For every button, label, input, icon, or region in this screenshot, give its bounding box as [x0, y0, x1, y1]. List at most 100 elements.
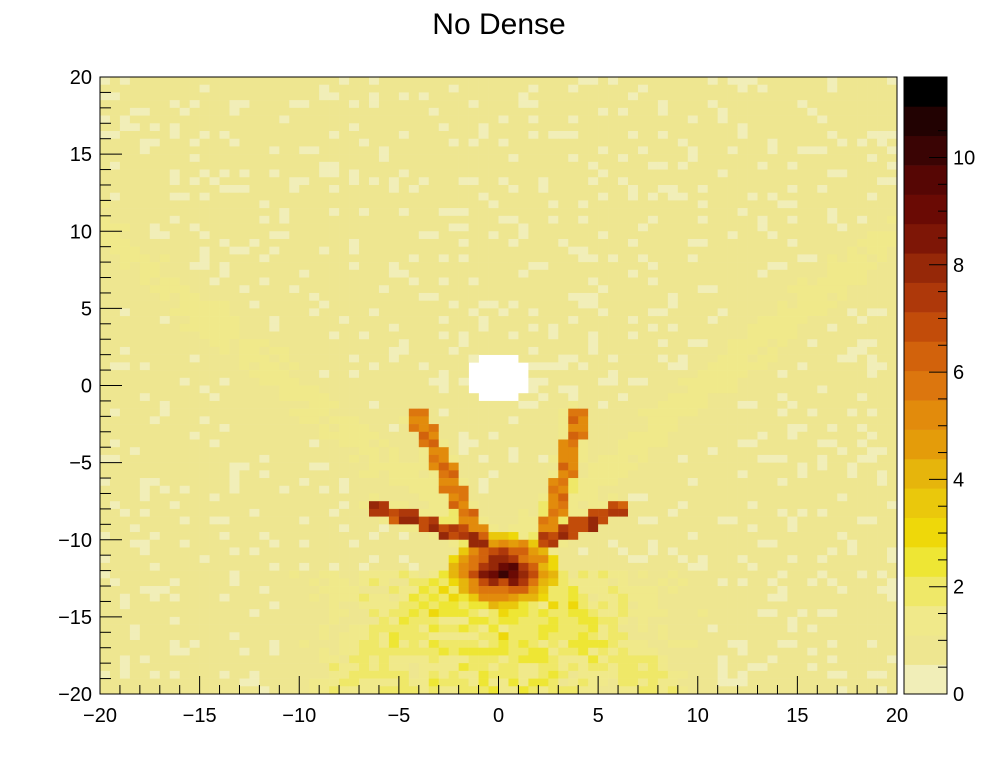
- heatmap-cell: [398, 323, 410, 332]
- heatmap-cell: [478, 238, 489, 247]
- heatmap-cell: [717, 169, 728, 178]
- heatmap-cell: [837, 77, 848, 86]
- heatmap-cell: [578, 501, 589, 510]
- heatmap-cell: [149, 377, 161, 386]
- heatmap-cell: [508, 508, 519, 517]
- heatmap-cell: [149, 192, 161, 201]
- heatmap-cell: [408, 539, 420, 548]
- heatmap-cell: [279, 223, 290, 232]
- heatmap-cell: [408, 316, 420, 325]
- heatmap-cell: [508, 439, 519, 448]
- heatmap-cell: [827, 354, 838, 363]
- heatmap-cell: [558, 100, 569, 109]
- heatmap-cell: [657, 470, 669, 479]
- heatmap-cell: [598, 130, 609, 139]
- heatmap-cell: [538, 370, 549, 379]
- heatmap-cell: [588, 277, 599, 286]
- heatmap-cell: [588, 431, 599, 440]
- heatmap-cell: [528, 454, 539, 463]
- heatmap-cell: [209, 346, 220, 355]
- heatmap-cell: [807, 385, 818, 394]
- heatmap-cell: [697, 377, 709, 386]
- heatmap-cell: [727, 285, 738, 294]
- heatmap-cell: [100, 123, 111, 132]
- heatmap-cell: [169, 92, 180, 101]
- heatmap-cell: [408, 547, 420, 556]
- heatmap-cell: [159, 262, 171, 271]
- heatmap-cell: [847, 454, 858, 463]
- heatmap-cell: [687, 547, 699, 556]
- heatmap-cell: [817, 339, 828, 348]
- heatmap-cell: [657, 346, 669, 355]
- heatmap-cell: [677, 331, 689, 340]
- heatmap-cell: [677, 262, 689, 271]
- heatmap-cell: [259, 84, 270, 93]
- heatmap-cell: [458, 107, 469, 116]
- heatmap-cell: [239, 501, 250, 510]
- heatmap-cell: [339, 478, 350, 487]
- heatmap-cell: [149, 215, 161, 224]
- heatmap-cell: [139, 408, 151, 417]
- heatmap-cell: [139, 316, 151, 325]
- heatmap-cell: [518, 223, 529, 232]
- heatmap-cell: [857, 362, 868, 371]
- heatmap-cell: [339, 208, 350, 217]
- heatmap-cell: [628, 424, 639, 433]
- heatmap-cell: [747, 508, 758, 517]
- heatmap-cell: [129, 377, 141, 386]
- heatmap-cell: [727, 115, 738, 124]
- heatmap-cell: [667, 339, 679, 348]
- heatmap-cell: [279, 169, 290, 178]
- heatmap-cell: [608, 454, 619, 463]
- heatmap-cell: [229, 77, 240, 86]
- heatmap-cell: [598, 285, 609, 294]
- heatmap-cell: [817, 501, 828, 510]
- heatmap-cell: [359, 285, 370, 294]
- heatmap-cell: [498, 447, 509, 456]
- heatmap-cell: [179, 354, 190, 363]
- heatmap-cell: [388, 192, 400, 201]
- heatmap-cell: [458, 316, 469, 325]
- heatmap-cell: [647, 92, 659, 101]
- heatmap-cell: [149, 200, 161, 209]
- heatmap-cell: [608, 424, 619, 433]
- heatmap-cell: [378, 393, 390, 402]
- heatmap-cell: [428, 316, 440, 325]
- heatmap-cell: [418, 292, 430, 301]
- heatmap-cell: [867, 339, 878, 348]
- heatmap-cell: [727, 354, 738, 363]
- heatmap-cell: [628, 377, 639, 386]
- heatmap-cell: [398, 238, 410, 247]
- heatmap-cell: [299, 316, 310, 325]
- heatmap-cell: [428, 354, 440, 363]
- heatmap-cell: [159, 277, 171, 286]
- heatmap-cell: [129, 539, 141, 548]
- heatmap-cell: [837, 331, 848, 340]
- heatmap-cell: [149, 354, 161, 363]
- heatmap-cell: [677, 161, 689, 170]
- heatmap-cell: [129, 208, 141, 217]
- heatmap-cell: [867, 161, 878, 170]
- heatmap-cell: [289, 400, 300, 409]
- heatmap-cell: [339, 130, 350, 139]
- heatmap-cell: [289, 516, 300, 525]
- heatmap-cell: [628, 238, 639, 247]
- heatmap-cell: [438, 339, 449, 348]
- heatmap-cell: [797, 439, 808, 448]
- heatmap-cell: [119, 431, 131, 440]
- heatmap-cell: [319, 169, 330, 178]
- heatmap-cell: [618, 177, 629, 186]
- heatmap-cell: [129, 470, 141, 479]
- heatmap-cell: [887, 547, 898, 556]
- heatmap-cell: [438, 308, 449, 317]
- heatmap-cell: [548, 192, 559, 201]
- heatmap-cell: [418, 316, 430, 325]
- heatmap-cell: [249, 308, 260, 317]
- heatmap-cell: [797, 362, 808, 371]
- heatmap-cell: [279, 478, 290, 487]
- heatmap-cell: [558, 238, 569, 247]
- heatmap-cell: [538, 555, 549, 564]
- heatmap-cell: [388, 323, 400, 332]
- heatmap-cell: [299, 154, 310, 163]
- heatmap-cell: [647, 308, 659, 317]
